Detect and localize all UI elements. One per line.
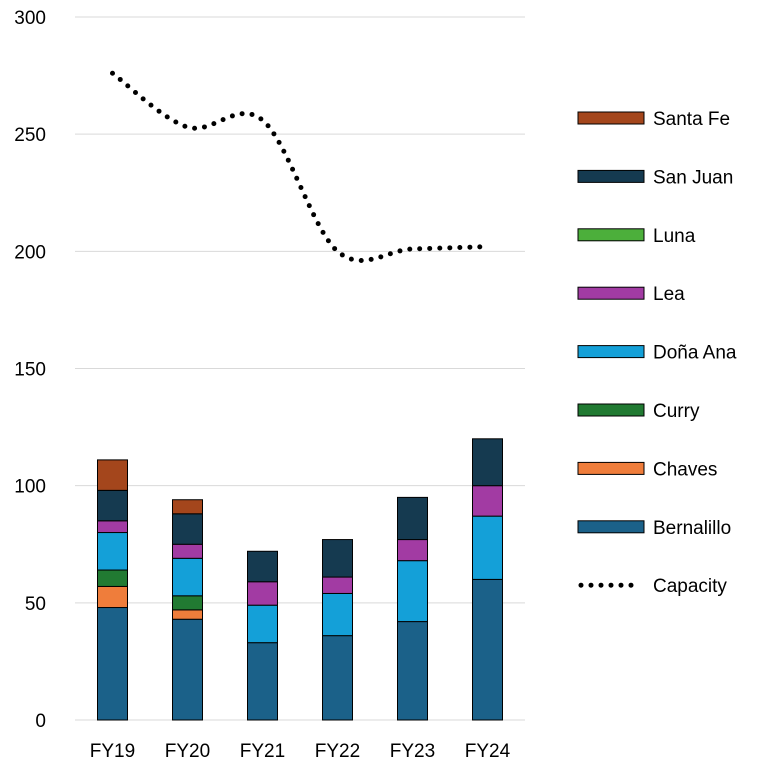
bar-san-juan-fy24	[472, 438, 503, 487]
x-tick-label-fy21: FY21	[240, 741, 285, 762]
legend-label-chaves: Chaves	[653, 459, 717, 480]
bar-stack-fy22	[322, 539, 353, 721]
x-tick-label-fy24: FY24	[465, 741, 511, 762]
legend-label-san-juan: San Juan	[653, 167, 733, 188]
bar-dona-ana-fy21	[247, 604, 278, 644]
bar-bernalillo-fy19	[97, 607, 128, 721]
x-tick-label-fy19: FY19	[90, 741, 135, 762]
bar-stack-fy20	[172, 499, 203, 721]
y-tick-label-250: 250	[14, 125, 46, 146]
bar-lea-fy23	[397, 539, 428, 562]
stacked-bars	[97, 438, 503, 721]
bar-curry-fy20	[172, 595, 203, 611]
legend-item-santa-fe: Santa Fe	[577, 109, 730, 130]
y-tick-label-300: 300	[14, 8, 46, 29]
bar-dona-ana-fy24	[472, 515, 503, 580]
legend-swatch-luna	[577, 228, 645, 242]
bar-lea-fy22	[322, 576, 353, 594]
bar-santa-fe-fy19	[97, 459, 128, 491]
bar-lea-fy20	[172, 543, 203, 559]
legend-label-curry: Curry	[653, 401, 700, 422]
y-tick-label-50: 50	[25, 594, 46, 615]
bar-curry-fy19	[97, 569, 128, 587]
bar-lea-fy21	[247, 581, 278, 606]
bar-stack-fy19	[97, 459, 128, 721]
legend: Santa Fe San Juan Luna Lea Doña Ana Curry Chav…	[577, 109, 737, 597]
y-tick-label-0: 0	[35, 711, 46, 732]
x-tick-label-fy22: FY22	[315, 741, 360, 762]
bar-san-juan-fy23	[397, 496, 428, 541]
bar-bernalillo-fy23	[397, 621, 428, 721]
legend-swatch-bernalillo	[577, 520, 645, 534]
bar-lea-fy24	[472, 485, 503, 517]
bar-bernalillo-fy22	[322, 635, 353, 721]
legend-item-san-juan: San Juan	[577, 167, 733, 188]
bar-bernalillo-fy20	[172, 618, 203, 721]
legend-swatch-santa-fe	[577, 111, 645, 125]
bar-chaves-fy19	[97, 585, 128, 609]
legend-label-luna: Luna	[653, 226, 696, 247]
legend-swatch-chaves	[577, 461, 645, 475]
legend-swatch-lea	[577, 286, 645, 300]
bar-dona-ana-fy22	[322, 592, 353, 637]
bar-san-juan-fy20	[172, 513, 203, 545]
y-tick-label-150: 150	[14, 360, 46, 381]
y-axis-tick-labels: 0 50 100 150 200 250 300	[14, 8, 46, 732]
legend-swatch-san-juan	[577, 169, 645, 183]
bar-san-juan-fy21	[247, 550, 278, 583]
bar-santa-fe-fy20	[172, 499, 203, 515]
legend-item-dona-ana: Doña Ana	[577, 343, 737, 364]
bar-san-juan-fy19	[97, 489, 128, 522]
bar-dona-ana-fy20	[172, 557, 203, 597]
bar-dona-ana-fy19	[97, 532, 128, 571]
bar-stack-fy21	[247, 550, 278, 721]
legend-swatch-dona-ana	[577, 345, 645, 359]
legend-swatch-curry	[577, 403, 645, 417]
bar-bernalillo-fy21	[247, 642, 278, 721]
bar-san-juan-fy22	[322, 539, 353, 578]
y-tick-label-200: 200	[14, 242, 46, 263]
capacity-line-path	[110, 70, 490, 263]
x-tick-label-fy20: FY20	[165, 741, 210, 762]
legend-item-lea: Lea	[577, 284, 685, 305]
legend-item-curry: Curry	[577, 401, 700, 422]
legend-label-dona-ana: Doña Ana	[653, 343, 737, 364]
legend-label-lea: Lea	[653, 284, 685, 305]
gridlines	[75, 16, 525, 721]
legend-item-bernalillo: Bernalillo	[577, 518, 731, 539]
bar-dona-ana-fy23	[397, 560, 428, 623]
bar-bernalillo-fy24	[472, 578, 503, 721]
legend-label-santa-fe: Santa Fe	[653, 109, 730, 130]
legend-item-chaves: Chaves	[577, 459, 717, 480]
capacity-line	[110, 70, 490, 263]
bar-chaves-fy20	[172, 609, 203, 620]
bar-lea-fy19	[97, 520, 128, 534]
legend-item-capacity: Capacity	[578, 576, 727, 597]
bar-stack-fy23	[397, 496, 428, 721]
x-tick-label-fy23: FY23	[390, 741, 435, 762]
x-axis-tick-labels: FY19 FY20 FY21 FY22 FY23 FY24	[90, 741, 511, 762]
y-tick-label-100: 100	[14, 477, 46, 498]
legend-item-luna: Luna	[577, 226, 696, 247]
bar-stack-fy24	[472, 438, 503, 721]
legend-label-capacity: Capacity	[653, 576, 727, 597]
legend-label-bernalillo: Bernalillo	[653, 518, 731, 539]
